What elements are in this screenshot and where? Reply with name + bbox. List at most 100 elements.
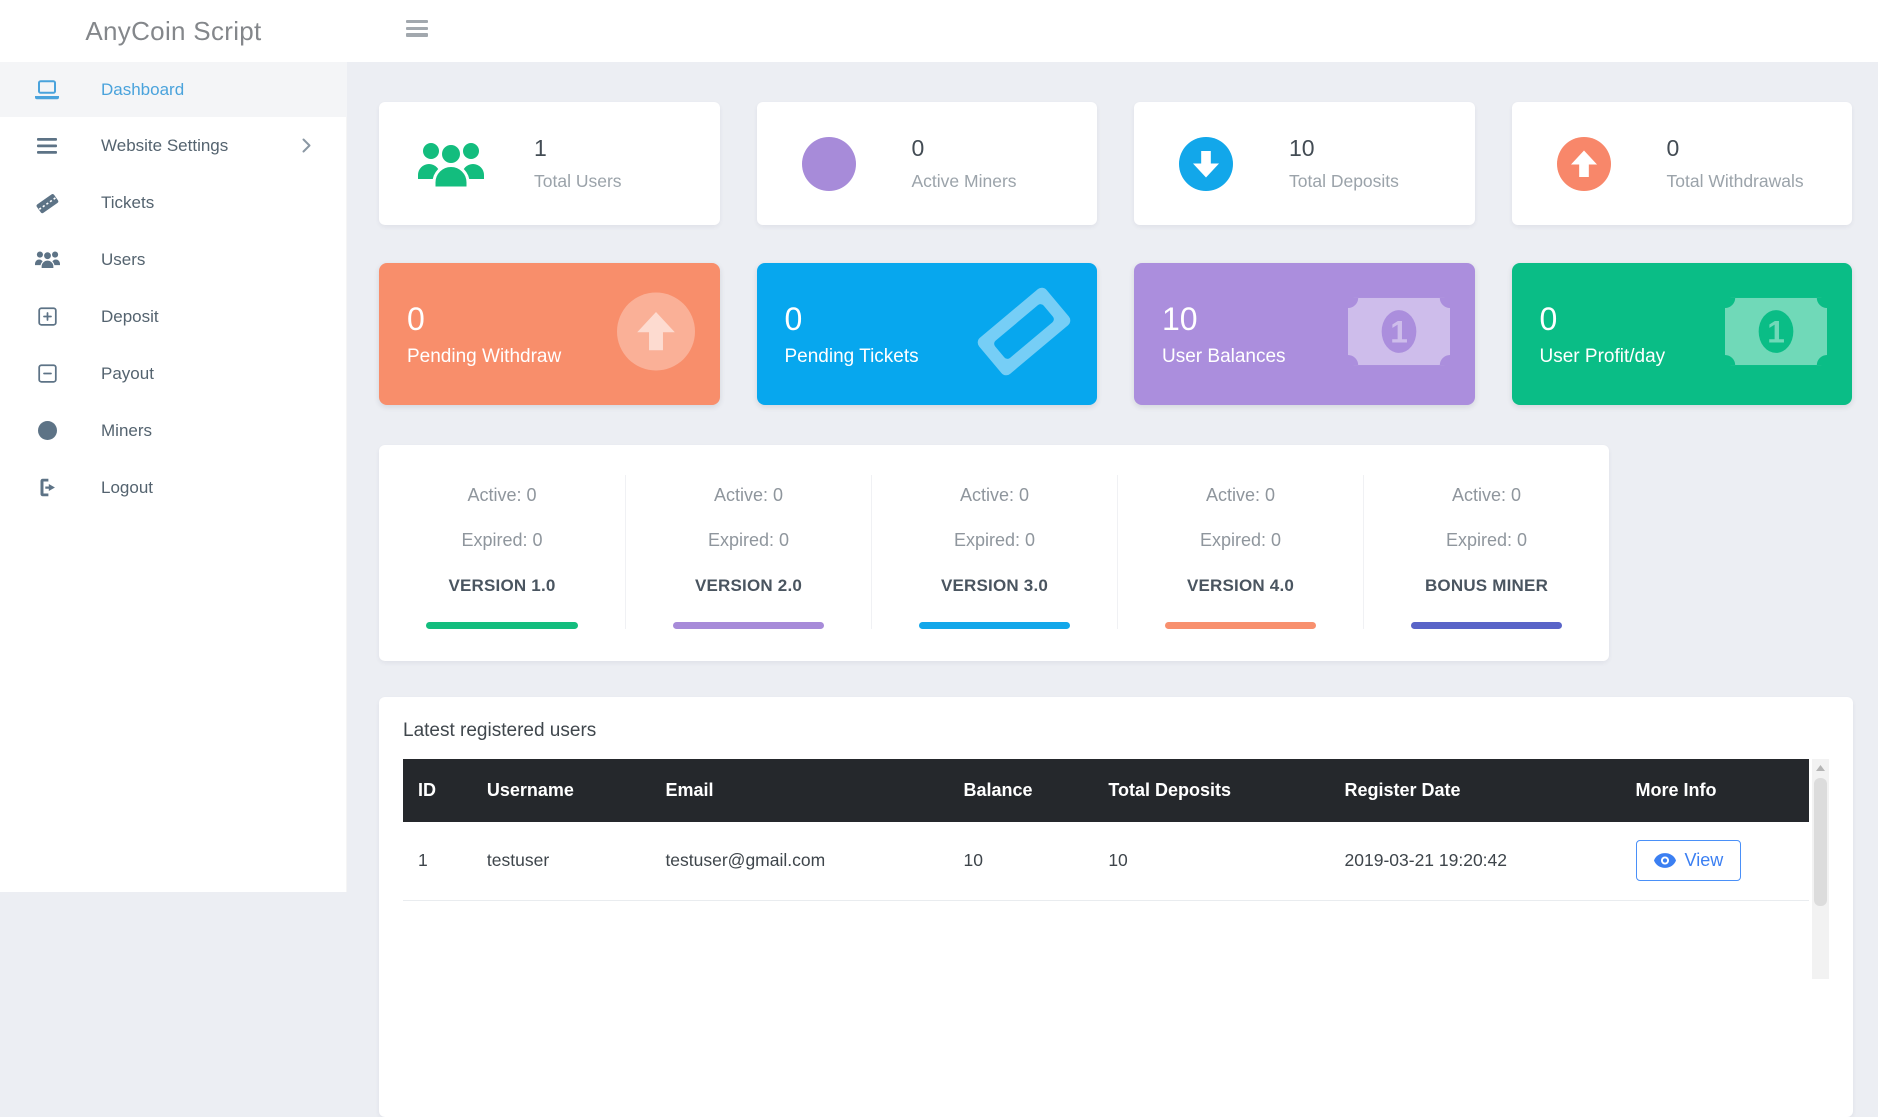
users-table-wrap: ID Username Email Balance Total Deposits… (403, 759, 1829, 979)
sidebar-item-label: Tickets (101, 193, 154, 213)
miner-version-1: Active: 0 Expired: 0 VERSION 1.0 (379, 475, 625, 629)
card-pending-tickets: 0 Pending Tickets (757, 263, 1098, 405)
cell-email: testuser@gmail.com (650, 822, 948, 900)
money-bill-icon: 1 (1348, 298, 1450, 371)
miner-version-title: VERSION 4.0 (1118, 576, 1363, 596)
minus-square-icon (33, 363, 61, 384)
stat-value: 1 (534, 135, 622, 162)
arrow-circle-up-icon (1551, 137, 1617, 191)
sidebar-item-label: Payout (101, 364, 154, 384)
sidebar-item-dashboard[interactable]: Dashboard (0, 62, 347, 117)
stat-value: 0 (912, 135, 1017, 162)
miner-expired-count: Expired: 0 (626, 530, 871, 551)
miner-expired-count: Expired: 0 (379, 530, 625, 551)
sidebar-item-website-settings[interactable]: Website Settings (0, 117, 347, 174)
miner-version-3: Active: 0 Expired: 0 VERSION 3.0 (871, 475, 1117, 629)
arrow-circle-up-icon (617, 293, 695, 376)
users-table: ID Username Email Balance Total Deposits… (403, 759, 1809, 901)
arrow-circle-down-icon (1173, 137, 1239, 191)
stat-card-total-withdrawals: 0 Total Withdrawals (1512, 102, 1853, 225)
sidebar-item-tickets[interactable]: Tickets (0, 174, 347, 231)
svg-text:1: 1 (1390, 314, 1408, 350)
ticket-icon (976, 286, 1072, 383)
bars-icon (33, 138, 61, 154)
miner-version-title: VERSION 1.0 (379, 576, 625, 596)
stat-value: 10 (1289, 135, 1399, 162)
col-header-email: Email (650, 759, 948, 822)
sidebar-item-miners[interactable]: Miners (0, 402, 347, 459)
sidebar-item-logout[interactable]: Logout (0, 459, 347, 516)
sidebar-item-label: Website Settings (101, 136, 228, 156)
sidebar-item-payout[interactable]: Payout (0, 345, 347, 402)
miner-version-2: Active: 0 Expired: 0 VERSION 2.0 (625, 475, 871, 629)
stat-card-total-deposits: 10 Total Deposits (1134, 102, 1475, 225)
sidebar-item-label: Dashboard (101, 80, 184, 100)
miner-version-title: VERSION 2.0 (626, 576, 871, 596)
stats-row-2: 0 Pending Withdraw 0 Pending Tickets 10 … (379, 263, 1852, 405)
col-header-balance: Balance (949, 759, 1094, 822)
miner-color-bar (919, 622, 1071, 629)
miner-version-4: Active: 0 Expired: 0 VERSION 4.0 (1117, 475, 1363, 629)
stat-card-active-miners: 0 Active Miners (757, 102, 1098, 225)
circle-icon (33, 421, 61, 440)
sidebar-item-users[interactable]: Users (0, 231, 347, 288)
cell-more-info: View (1621, 822, 1809, 900)
miner-active-count: Active: 0 (1118, 485, 1363, 506)
cell-id: 1 (403, 822, 472, 900)
miner-version-title: VERSION 3.0 (872, 576, 1117, 596)
miner-expired-count: Expired: 0 (872, 530, 1117, 551)
cell-balance: 10 (949, 822, 1094, 900)
latest-users-title: Latest registered users (403, 720, 1829, 742)
miner-expired-count: Expired: 0 (1364, 530, 1609, 551)
cell-total-deposits: 10 (1093, 822, 1329, 900)
sidebar-item-label: Logout (101, 478, 153, 498)
miner-color-bar (1165, 622, 1317, 629)
users-icon (418, 139, 484, 189)
top-navbar: AnyCoin Script (0, 0, 1878, 62)
stat-label: Total Users (534, 171, 622, 192)
sidebar: Dashboard Website Settings Tickets Users… (0, 62, 347, 892)
col-header-username: Username (472, 759, 651, 822)
menu-toggle-icon[interactable] (406, 20, 430, 40)
circle-icon (796, 137, 862, 191)
ticket-icon (33, 191, 61, 215)
main-content: 1 Total Users 0 Active Miners 10 Total D… (347, 62, 1878, 1117)
view-user-button[interactable]: View (1636, 840, 1742, 881)
table-row: 1 testuser testuser@gmail.com 10 10 2019… (403, 822, 1809, 900)
sidebar-item-label: Users (101, 250, 145, 270)
brand-title: AnyCoin Script (0, 0, 347, 62)
miner-color-bar (1411, 622, 1563, 629)
col-header-register-date: Register Date (1330, 759, 1621, 822)
stat-value: 0 (1667, 135, 1804, 162)
card-user-balances: 10 User Balances 1 (1134, 263, 1475, 405)
col-header-total-deposits: Total Deposits (1093, 759, 1329, 822)
miner-version-title: BONUS MINER (1364, 576, 1609, 596)
table-header-row: ID Username Email Balance Total Deposits… (403, 759, 1809, 822)
sidebar-item-label: Miners (101, 421, 152, 441)
latest-users-card: Latest registered users ID Username Emai… (379, 697, 1853, 1117)
miner-active-count: Active: 0 (626, 485, 871, 506)
miner-active-count: Active: 0 (1364, 485, 1609, 506)
stats-row-1: 1 Total Users 0 Active Miners 10 Total D… (379, 102, 1852, 225)
scrollbar-thumb[interactable] (1814, 778, 1827, 906)
view-button-label: View (1685, 850, 1724, 871)
miner-color-bar (673, 622, 825, 629)
chevron-right-icon (302, 138, 311, 158)
stat-label: Total Withdrawals (1667, 171, 1804, 192)
miner-active-count: Active: 0 (872, 485, 1117, 506)
stat-label: Active Miners (912, 171, 1017, 192)
col-header-more-info: More Info (1621, 759, 1809, 822)
table-scrollbar[interactable] (1812, 759, 1829, 979)
sidebar-item-deposit[interactable]: Deposit (0, 288, 347, 345)
scrollbar-up-arrow-icon[interactable] (1812, 759, 1829, 776)
miner-expired-count: Expired: 0 (1118, 530, 1363, 551)
miners-summary-card: Active: 0 Expired: 0 VERSION 1.0 Active:… (379, 445, 1609, 661)
money-bill-icon: 1 (1725, 298, 1827, 371)
svg-text:1: 1 (1767, 314, 1785, 350)
miner-active-count: Active: 0 (379, 485, 625, 506)
eye-icon (1654, 853, 1676, 868)
laptop-icon (33, 80, 61, 100)
col-header-id: ID (403, 759, 472, 822)
miner-bonus: Active: 0 Expired: 0 BONUS MINER (1363, 475, 1609, 629)
plus-square-icon (33, 306, 61, 327)
